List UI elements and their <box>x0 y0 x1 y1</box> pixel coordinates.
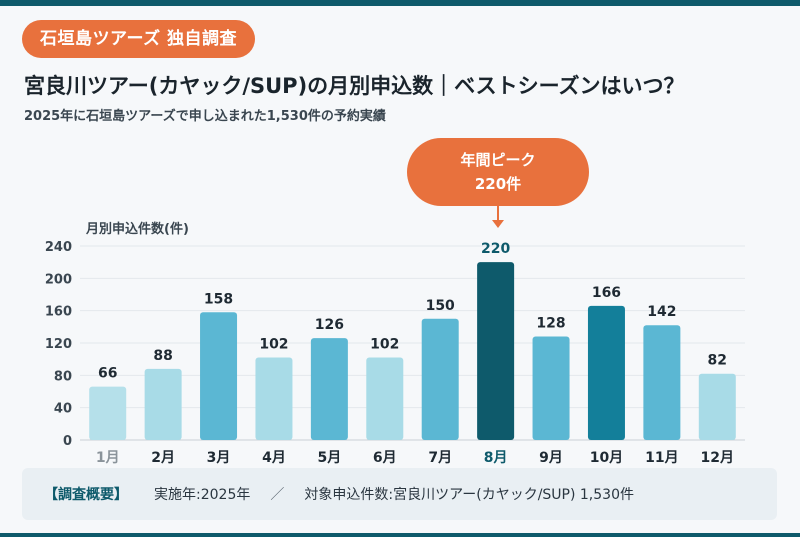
bar-4月 <box>255 357 293 440</box>
x-tick-label: 5月 <box>318 450 342 466</box>
bar-8月 <box>477 262 515 440</box>
summary-label: 【調査概要】 <box>44 487 128 503</box>
value-label: 88 <box>153 348 172 364</box>
peak-callout: 年間ピーク 220件 <box>407 138 589 206</box>
bar-11月 <box>643 325 681 440</box>
page-title: 宮良川ツアー(カヤック/SUP)の月別申込数｜ベストシーズンはいつ？ <box>24 74 685 98</box>
bar-9月 <box>532 336 570 440</box>
y-tick-label: 80 <box>54 369 72 384</box>
y-tick-label: 240 <box>45 240 72 255</box>
x-tick-label: 6月 <box>373 450 397 466</box>
peak-callout-value: 220件 <box>474 175 522 193</box>
x-tick-label: 12月 <box>701 450 734 466</box>
x-tick-label: 2月 <box>151 450 175 466</box>
value-label: 128 <box>536 316 565 332</box>
value-label: 82 <box>708 353 727 369</box>
value-label: 102 <box>370 337 399 353</box>
peak-callout-label: 年間ピーク <box>460 151 536 169</box>
y-tick-label: 160 <box>45 305 72 320</box>
bar-2月 <box>144 368 182 440</box>
value-label: 150 <box>426 298 455 314</box>
bar-12月 <box>698 373 736 440</box>
y-tick-label: 0 <box>63 434 72 449</box>
bottom-accent-bar <box>0 533 800 537</box>
value-label: 158 <box>204 291 233 307</box>
survey-summary: 【調査概要】 実施年:2025年 ／ 対象申込件数:宮良川ツアー(カヤック/SU… <box>22 468 777 520</box>
value-label: 142 <box>647 304 676 320</box>
value-label: 220 <box>481 241 510 257</box>
x-tick-label: 11月 <box>645 450 678 466</box>
bar-7月 <box>421 318 459 440</box>
x-tick-label: 3月 <box>207 450 231 466</box>
value-label: 102 <box>259 337 288 353</box>
bar-10月 <box>587 305 625 440</box>
x-tick-label: 1月 <box>96 450 120 466</box>
x-tick-label: 9月 <box>539 450 563 466</box>
summary-target: 対象申込件数:宮良川ツアー(カヤック/SUP) 1,530件 <box>304 487 634 503</box>
peak-arrow-head <box>492 220 504 228</box>
bar-6月 <box>366 357 404 440</box>
bar-3月 <box>200 312 238 440</box>
value-label: 126 <box>315 317 344 333</box>
summary-year: 実施年:2025年 <box>154 487 251 503</box>
x-tick-label: 10月 <box>590 450 623 466</box>
y-axis-label: 月別申込件数(件) <box>85 221 189 237</box>
top-accent-bar <box>0 0 800 6</box>
y-tick-label: 40 <box>54 402 72 417</box>
summary-separator: ／ <box>270 487 285 503</box>
source-badge: 石垣島ツアーズ 独自調査 <box>22 20 256 58</box>
value-label: 66 <box>98 366 117 382</box>
bar-5月 <box>310 338 348 440</box>
page-subtitle: 2025年に石垣島ツアーズで申し込まれた1,530件の予約実績 <box>24 109 386 124</box>
x-tick-label: 4月 <box>262 450 286 466</box>
bar-1月 <box>89 386 127 440</box>
y-tick-label: 200 <box>45 272 72 287</box>
value-label: 166 <box>592 285 621 301</box>
x-tick-label: 7月 <box>428 450 452 466</box>
y-tick-label: 120 <box>45 337 72 352</box>
x-tick-label: 8月 <box>484 450 508 466</box>
